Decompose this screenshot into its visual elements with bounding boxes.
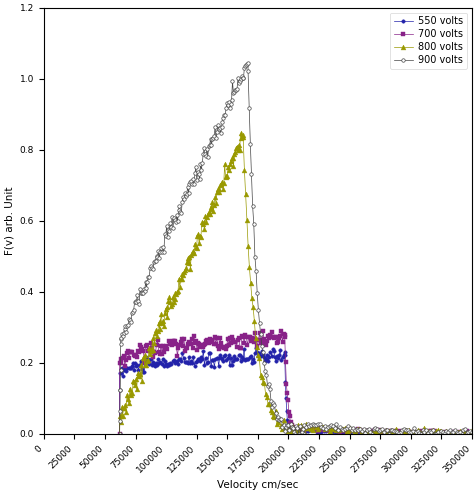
700 volts [278,328,284,334]
700 volts [469,430,475,436]
800 volts [411,431,417,437]
900 volts [117,431,122,437]
550 volts [267,354,272,360]
550 volts [230,359,236,365]
800 volts [238,130,243,136]
900 volts [195,169,200,175]
900 volts [426,428,432,434]
X-axis label: Velocity cm/sec: Velocity cm/sec [217,480,298,490]
900 volts [196,170,201,176]
550 volts [405,431,410,437]
550 volts [253,345,259,351]
700 volts [411,430,417,436]
550 volts [469,429,475,435]
Line: 700 volts: 700 volts [118,329,474,436]
700 volts [422,429,427,435]
800 volts [220,186,226,192]
800 volts [167,298,173,304]
800 volts [384,429,390,435]
900 volts [208,136,213,142]
900 volts [245,60,251,66]
550 volts [268,349,273,355]
Line: 900 volts: 900 volts [118,62,474,436]
800 volts [430,427,436,433]
700 volts [117,431,122,437]
900 volts [469,429,475,435]
800 volts [391,428,397,434]
550 volts [157,360,162,366]
900 volts [449,429,455,435]
700 volts [139,344,144,350]
Line: 800 volts: 800 volts [117,131,474,436]
700 volts [282,332,288,338]
900 volts [264,372,269,378]
550 volts [222,352,228,358]
550 volts [117,431,122,437]
800 volts [469,427,475,433]
700 volts [272,334,278,340]
Line: 550 volts: 550 volts [118,346,474,436]
700 volts [434,430,439,436]
800 volts [117,431,122,437]
Y-axis label: F(v) arb. Unit: F(v) arb. Unit [4,186,14,255]
Legend: 550 volts, 700 volts, 800 volts, 900 volts: 550 volts, 700 volts, 800 volts, 900 vol… [390,12,467,69]
